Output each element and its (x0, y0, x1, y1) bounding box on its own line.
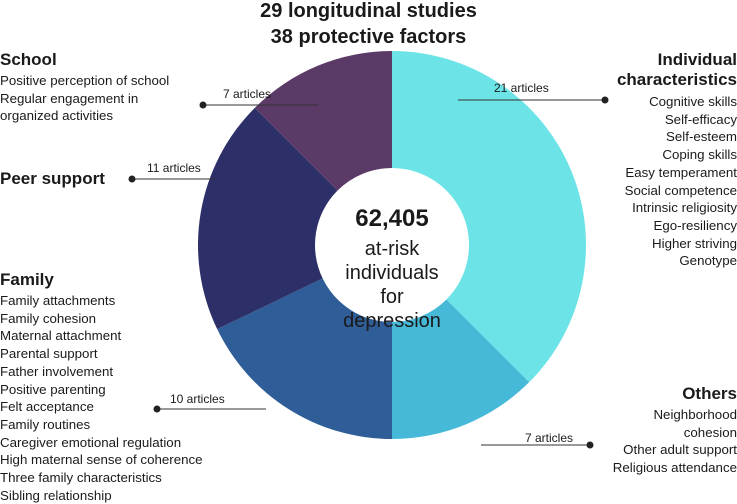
slice-individual (392, 51, 586, 383)
center-label: at-risk individuals for depression (316, 237, 468, 333)
factor-item: Three family characteristics (0, 470, 162, 486)
factor-item: Self-efficacy (664, 111, 737, 127)
article-count-individual: 21 articles (494, 81, 549, 95)
leader-dot-others (586, 441, 594, 449)
center-label-line: depression (343, 310, 441, 332)
factor-list-school: Positive perception of school Regular en… (0, 72, 169, 125)
leader-dot-peer (128, 175, 136, 183)
factor-item: Positive perception of school (0, 73, 170, 88)
factor-item: Family cohesion (0, 310, 97, 326)
factor-item: Caregiver emotional regulation (0, 434, 182, 450)
donut-slices (198, 51, 586, 439)
factor-item: Maternal attachment (0, 328, 122, 344)
center-label-line: individuals (345, 262, 439, 284)
factor-item: Ego-resiliency (653, 217, 737, 233)
article-count-others: 7 articles (525, 431, 573, 445)
factor-item: Positive parenting (0, 381, 106, 397)
factor-item: Father involvement (0, 363, 114, 379)
title-factors: 38 protective factors (270, 26, 467, 48)
slice-others (392, 299, 530, 439)
factor-item: Felt acceptance (0, 399, 94, 415)
factor-list-family: Family attachments Family cohesion Mater… (0, 292, 203, 504)
slice-peer (198, 107, 338, 330)
category-title-line: characteristics (616, 70, 737, 89)
center-label-line: at-risk (364, 238, 420, 260)
article-count-school: 7 articles (223, 87, 271, 101)
article-count-peer: 11 articles (147, 161, 201, 175)
slice-family (217, 278, 392, 439)
factor-item: Coping skills (662, 147, 737, 163)
slice-school (254, 51, 392, 191)
category-title-family: Family (0, 270, 54, 289)
center-number: 62,405 (355, 205, 429, 232)
factor-item: Parental support (0, 346, 98, 362)
factor-item: Other adult support (623, 442, 737, 458)
factor-item: organized activities (0, 108, 114, 124)
title-studies: 29 longitudinal studies (260, 0, 477, 22)
category-title-line: Individual (657, 50, 737, 69)
leader-dot-individual (601, 96, 609, 104)
factor-item: Religious attendance (612, 460, 737, 476)
factor-item: High maternal sense of coherence (0, 452, 203, 468)
factor-item: Genotype (679, 253, 737, 269)
factor-item: Social competence (624, 182, 737, 198)
factor-item: Regular engagement in (0, 90, 139, 106)
leader-dot-school (199, 101, 207, 109)
factor-item: Neighborhood (653, 407, 737, 422)
leader-dot-family (153, 405, 161, 413)
factor-item: Intrinsic religiosity (632, 200, 737, 216)
factor-item: Higher striving (652, 235, 737, 251)
article-count-family: 10 articles (170, 392, 225, 406)
factor-item: Family attachments (0, 293, 116, 308)
factor-item: Cognitive skills (649, 94, 737, 109)
category-title-school: School (0, 50, 57, 69)
factor-list-others: Neighborhood cohesion Other adult suppor… (613, 406, 737, 477)
factor-item: Family routines (0, 416, 91, 432)
factor-item: cohesion (683, 424, 737, 440)
center-label-line: for (380, 286, 404, 308)
factor-item: Sibling relationship (0, 487, 112, 503)
category-title-individual: Individual characteristics (617, 50, 737, 90)
category-title-peer-support: Peer support (0, 169, 105, 188)
category-title-others: Others (682, 384, 737, 403)
factor-item: Easy temperament (625, 164, 737, 180)
leader-lines: 21 articles 7 articles 11 articles 10 artic… (128, 81, 609, 449)
factor-item: Self-esteem (666, 129, 737, 145)
factor-list-individual: Cognitive skills Self-efficacy Self-este… (625, 93, 737, 270)
